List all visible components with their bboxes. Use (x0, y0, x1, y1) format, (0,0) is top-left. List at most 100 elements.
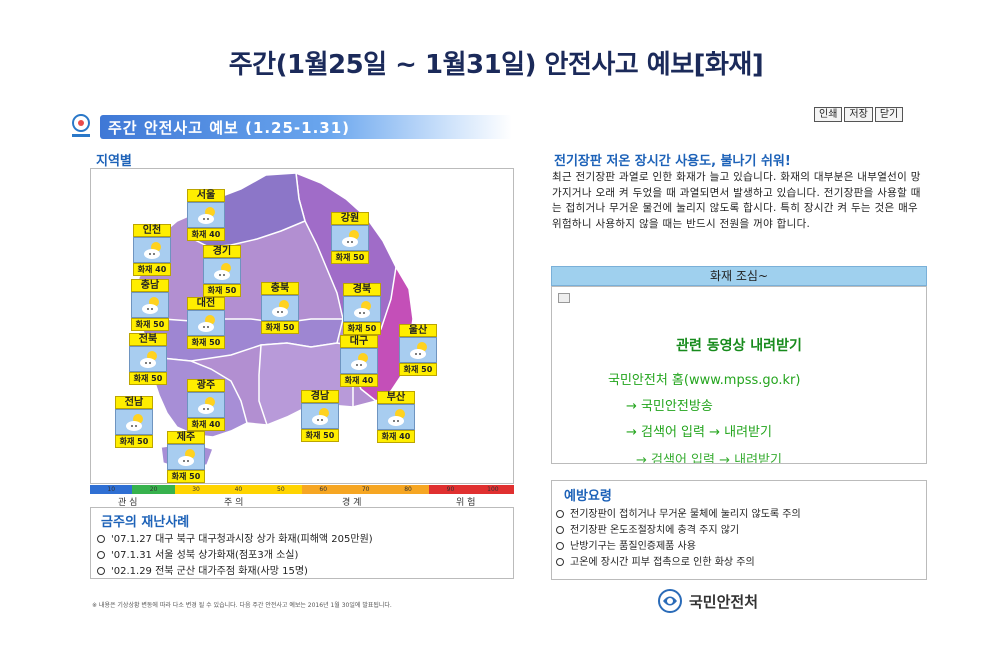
incident-cases-panel: 금주의 재난사례 '07.1.27 대구 북구 대구청과시장 상가 화재(피해액… (90, 507, 514, 579)
region-name: 대구 (340, 335, 378, 348)
region-risk: 화재 50 (131, 318, 169, 331)
incident-text: '07.1.27 대구 북구 대구청과시장 상가 화재(피해액 205만원) (111, 534, 373, 545)
partly-cloudy-icon (131, 292, 169, 318)
partly-cloudy-icon (167, 444, 205, 470)
incidents-title: 금주의 재난사례 (101, 515, 190, 530)
region-jeonnam[interactable]: 전남 화재 50 (111, 396, 157, 449)
region-risk: 화재 40 (340, 374, 378, 387)
toolbar: 인쇄 저장 닫기 (814, 107, 904, 122)
partly-cloudy-icon (340, 348, 378, 374)
section-title: 주간 안전사고 예보 (1.25-1.31) (108, 119, 351, 137)
page-title: 주간(1월25일 ~ 1월31일) 안전사고 예보[화재] (228, 50, 764, 80)
level-danger: 위 험 (456, 498, 476, 508)
mpss-logo-icon (72, 114, 90, 137)
region-risk: 화재 50 (167, 470, 205, 483)
incident-item: '02.1.29 전북 군산 대가주점 화재(사망 15명) (97, 562, 308, 577)
video-download-title[interactable]: 관련 동영상 내려받기 (676, 338, 802, 354)
mpss-emblem-icon (658, 589, 682, 613)
partly-cloudy-icon (331, 225, 369, 251)
region-chungbuk[interactable]: 충북 화재 50 (257, 282, 303, 335)
region-risk: 화재 50 (343, 322, 381, 335)
region-risk: 화재 40 (187, 228, 225, 241)
scale-tick: 80 (386, 485, 430, 494)
partly-cloudy-icon (187, 310, 225, 336)
save-button[interactable]: 저장 (844, 107, 873, 122)
region-name: 울산 (399, 324, 437, 337)
level-caution: 주 의 (224, 498, 244, 508)
partly-cloudy-icon (377, 404, 415, 430)
region-section-label: 지역별 (96, 154, 132, 169)
region-daegu[interactable]: 대구 화재 40 (336, 335, 382, 388)
prevention-item: 전기장판이 접히거나 무거운 물체에 눌리지 않도록 주의 (556, 505, 801, 520)
incident-text: '07.1.31 서울 성북 상가화재(점포3개 소실) (111, 550, 299, 561)
scale-tick: 40 (217, 485, 260, 494)
partly-cloudy-icon (129, 346, 167, 372)
risk-scale-levels: 관 심 주 의 경 계 위 험 (90, 495, 514, 508)
partly-cloudy-icon (115, 409, 153, 435)
region-name: 경북 (343, 283, 381, 296)
region-incheon[interactable]: 인천 화재 40 (129, 224, 175, 277)
region-gyeongnam[interactable]: 경남 화재 50 (297, 390, 343, 443)
partly-cloudy-icon (301, 403, 339, 429)
region-name: 광주 (187, 379, 225, 392)
prevention-item: 전기장판 온도조절장치에 충격 주지 않기 (556, 521, 739, 536)
footnote: ※ 내용은 기상상황 변동에 따라 다소 변경 될 수 있습니다. 다음 주간 … (92, 602, 392, 609)
region-gyeonggi[interactable]: 경기 화재 50 (199, 245, 245, 298)
region-busan[interactable]: 부산 화재 40 (373, 391, 419, 444)
partly-cloudy-icon (261, 295, 299, 321)
scale-tick: 70 (344, 485, 387, 494)
region-map-panel: 서울 화재 40 인천 화재 40 경기 화재 50 강원 화재 50 충남 화… (90, 168, 514, 484)
section-header-bar: 주간 안전사고 예보 (1.25-1.31) (100, 115, 512, 139)
incident-text: '02.1.29 전북 군산 대가주점 화재(사망 15명) (111, 566, 308, 577)
partly-cloudy-icon (399, 337, 437, 363)
region-risk: 화재 40 (377, 430, 415, 443)
region-jeonbuk[interactable]: 전북 화재 50 (125, 333, 171, 386)
incident-item: '07.1.27 대구 북구 대구청과시장 상가 화재(피해액 205만원) (97, 530, 373, 545)
region-risk: 화재 50 (203, 284, 241, 297)
scale-tick: 60 (302, 485, 345, 494)
region-risk: 화재 50 (187, 336, 225, 349)
region-gyeongbuk[interactable]: 경북 화재 50 (339, 283, 385, 336)
region-risk: 화재 50 (129, 372, 167, 385)
bullet-circle-icon (556, 542, 564, 550)
region-name: 서울 (187, 189, 225, 202)
video-download-panel: 관련 동영상 내려받기 국민안전처 홈(www.mpss.go.kr) → 국민… (551, 286, 927, 464)
region-daejeon[interactable]: 대전 화재 50 (183, 297, 229, 350)
region-ulsan[interactable]: 울산 화재 50 (395, 324, 441, 377)
region-risk: 화재 40 (187, 418, 225, 431)
partly-cloudy-icon (203, 258, 241, 284)
description-text: 최근 전기장판 과열로 인한 화재가 늘고 있습니다. 화재의 대부분은 내부열… (552, 171, 921, 230)
region-seoul[interactable]: 서울 화재 40 (183, 189, 229, 242)
bullet-circle-icon (556, 526, 564, 534)
prevention-text: 전기장판이 접히거나 무거운 물체에 눌리지 않도록 주의 (570, 509, 801, 520)
scale-tick: 100 (471, 485, 515, 494)
region-gangwon[interactable]: 강원 화재 50 (327, 212, 373, 265)
scale-tick: 50 (259, 485, 303, 494)
level-interest: 관 심 (118, 498, 138, 508)
prevention-item: 고온에 장시간 피부 접촉으로 인한 화상 주의 (556, 553, 755, 568)
region-gwangju[interactable]: 광주 화재 40 (183, 379, 229, 432)
partly-cloudy-icon (187, 392, 225, 418)
region-name: 전북 (129, 333, 167, 346)
bullet-circle-icon (556, 510, 564, 518)
bullet-circle-icon (556, 558, 564, 566)
region-name: 부산 (377, 391, 415, 404)
footer-org-name: 국민안전처 (689, 592, 759, 611)
region-risk: 화재 40 (133, 263, 171, 276)
region-chungnam[interactable]: 충남 화재 50 (127, 279, 173, 332)
close-button[interactable]: 닫기 (874, 107, 904, 122)
video-site-link[interactable]: 국민안전처 홈(www.mpss.go.kr) (608, 373, 801, 388)
region-jeju[interactable]: 제주 화재 50 (163, 431, 209, 484)
region-risk: 화재 50 (261, 321, 299, 334)
region-name: 전남 (115, 396, 153, 409)
prevention-item: 난방기구는 품질인증제품 사용 (556, 537, 696, 552)
region-name: 경남 (301, 390, 339, 403)
region-name: 충북 (261, 282, 299, 295)
partly-cloudy-icon (133, 237, 171, 263)
region-risk: 화재 50 (115, 435, 153, 448)
scale-tick: 10 (90, 485, 133, 494)
print-button[interactable]: 인쇄 (814, 107, 843, 122)
bullet-circle-icon (97, 567, 105, 575)
footer-logo: 국민안전처 (655, 588, 758, 614)
region-name: 충남 (131, 279, 169, 292)
